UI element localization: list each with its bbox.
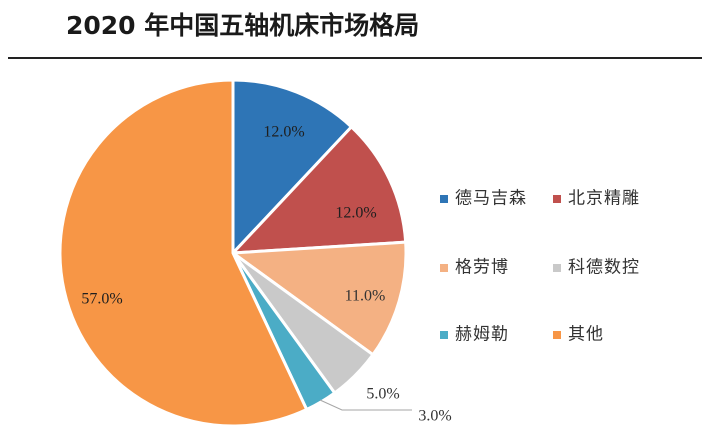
legend-label-3: 格劳博 — [455, 258, 509, 278]
pie-slice-3 — [231, 240, 408, 357]
legend-swatch-3 — [440, 264, 448, 272]
leader-line — [319, 399, 412, 411]
legend-swatch-6 — [553, 331, 561, 339]
data-label-1: 12.0% — [263, 124, 304, 141]
legend-label-2: 北京精雕 — [568, 189, 640, 209]
pie-slice-1 — [231, 78, 353, 255]
legend-label-4: 科德数控 — [568, 258, 640, 278]
legend-label-6: 其他 — [568, 325, 604, 345]
data-label-3: 11.0% — [345, 288, 386, 305]
legend-label-5: 赫姆勒 — [455, 325, 509, 345]
legend-swatch-5 — [440, 331, 448, 339]
data-label-2: 12.0% — [335, 205, 376, 222]
legend-swatch-4 — [553, 264, 561, 272]
title-divider — [8, 57, 702, 59]
data-label-5: 3.0% — [418, 408, 451, 425]
legend-label-1: 德马吉森 — [455, 189, 527, 209]
data-label-6: 57.0% — [81, 291, 122, 308]
legend-swatch-1 — [440, 195, 448, 203]
legend-swatch-2 — [553, 195, 561, 203]
data-label-4: 5.0% — [366, 386, 399, 403]
pie-slice-2 — [231, 125, 408, 255]
pie-slice-6 — [58, 78, 309, 428]
chart-title: 2020 年中国五轴机床市场格局 — [66, 11, 420, 40]
